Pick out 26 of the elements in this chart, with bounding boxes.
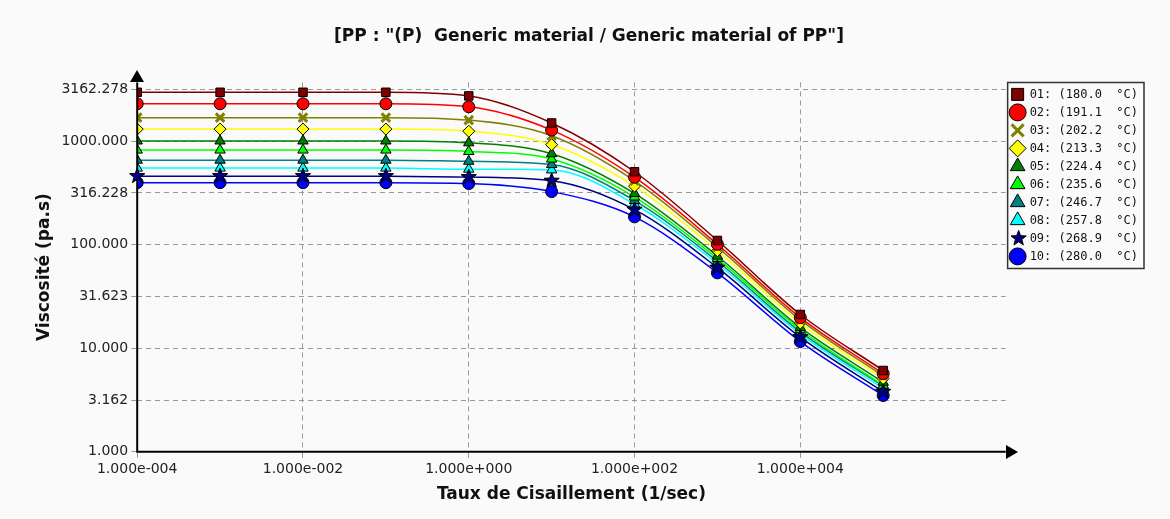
legend-label: 04: (213.3 °C)	[1029, 140, 1139, 155]
y-tick-label: 3.162	[88, 390, 129, 407]
legend-label: 06: (235.6 °C)	[1029, 176, 1139, 191]
legend-label: 02: (191.1 °C)	[1029, 104, 1139, 119]
legend-label: 07: (246.7 °C)	[1029, 194, 1139, 209]
y-tick-label: 1.000	[88, 442, 129, 459]
y-tick-label: 316.228	[70, 183, 129, 200]
x-tick-label: 1.000e+000	[425, 459, 513, 476]
legend-label: 10: (280.0 °C)	[1029, 248, 1139, 263]
x-tick-label: 1.000e+002	[590, 459, 679, 476]
x-tick-label: 1.000e-002	[262, 459, 344, 476]
legend-label: 08: (257.8 °C)	[1029, 212, 1139, 227]
y-tick-label: 31.623	[79, 287, 129, 304]
x-axis-title: Taux de Cisaillement (1/sec)	[436, 483, 706, 504]
chart-title: [PP : "(P) Generic material / Generic material of PP"]	[334, 24, 844, 45]
legend-label: 09: (268.9 °C)	[1029, 230, 1139, 245]
y-axis-title: Viscosité (pa.s)	[32, 193, 53, 342]
y-tick-label: 3162.278	[61, 80, 129, 97]
y-tick-label: 100.000	[70, 235, 129, 252]
y-tick-label: 1000.000	[61, 131, 129, 148]
y-tick-label: 10.000	[79, 338, 129, 355]
x-tick-label: 1.000e-004	[96, 459, 178, 476]
legend-label: 01: (180.0 °C)	[1029, 86, 1139, 101]
legend-label: 05: (224.4 °C)	[1029, 158, 1139, 173]
x-tick-label: 1.000e+004	[756, 459, 844, 476]
legend-label: 03: (202.2 °C)	[1029, 122, 1139, 137]
